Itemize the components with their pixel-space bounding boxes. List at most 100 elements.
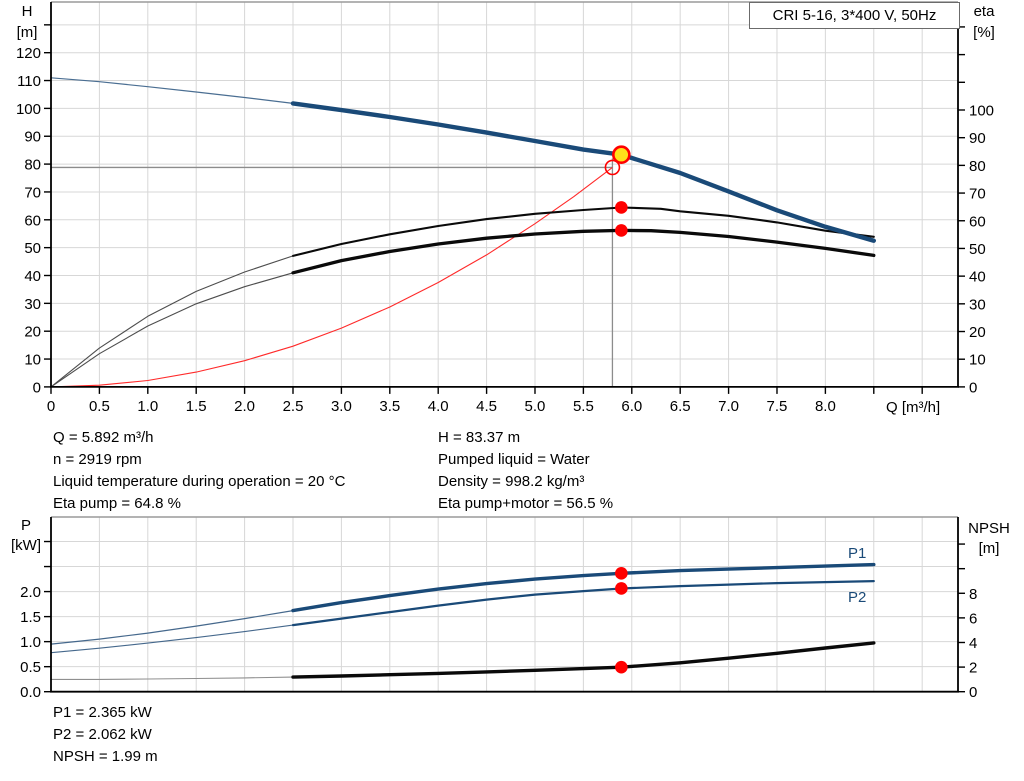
y-right-tick-label: 2 xyxy=(969,660,977,677)
result-pumped-liquid: Pumped liquid = Water xyxy=(438,451,590,468)
p-axis-label-line2: [kW] xyxy=(11,537,41,554)
y-left-tick-label: 0.5 xyxy=(20,659,41,676)
p1-curve-thin xyxy=(50,610,294,645)
top-results-right-column: H = 83.37 m Pumped liquid = Water Densit… xyxy=(438,429,613,517)
p1-curve-label: P1 xyxy=(848,545,867,562)
head-curve-thin xyxy=(50,77,294,104)
duty-point-marker xyxy=(612,145,631,165)
eta-pump-curve xyxy=(291,206,875,257)
p-axis-label-line1: P xyxy=(20,517,31,534)
x-tick-label: 3.5 xyxy=(379,398,400,415)
y-right-tick-label: 80 xyxy=(969,158,986,175)
npsh-dot xyxy=(615,660,628,674)
y-right-tick-label: 40 xyxy=(969,269,986,286)
x-tick-label: 4.0 xyxy=(428,398,449,415)
npsh-curve xyxy=(291,641,876,679)
eta-pump-dot xyxy=(615,201,628,214)
x-tick-label: 6.0 xyxy=(621,398,642,415)
y-right-tick-label: 90 xyxy=(969,130,986,147)
h-axis-label-line1: H xyxy=(21,3,33,20)
bottom-results-column: P1 = 2.365 kW P2 = 2.062 kW NPSH = 1.99 … xyxy=(53,704,158,770)
result-density: Density = 998.2 kg/m³ xyxy=(438,473,585,490)
x-tick-label: 7.5 xyxy=(767,398,788,415)
y-left-tick-label: 90 xyxy=(24,129,41,146)
p1-dot xyxy=(615,567,628,580)
q-axis-label: Q [m³/h] xyxy=(886,399,941,416)
y-right-tick-label: 50 xyxy=(969,241,986,258)
y-right-tick-label: 100 xyxy=(969,102,994,119)
p2-curve xyxy=(291,579,875,627)
x-tick-label: 6.5 xyxy=(670,398,691,415)
eta-axis-label: eta [%] xyxy=(962,1,1006,43)
top-results-left-column: Q = 5.892 m³/h n = 2919 rpm Liquid tempe… xyxy=(53,429,345,517)
y-left-tick-label: 0.0 xyxy=(20,684,41,701)
x-tick-label: 8.0 xyxy=(815,398,836,415)
rated-point-marker xyxy=(604,159,621,176)
y-left-tick-label: 2.0 xyxy=(20,584,41,601)
y-right-tick-label: 8 xyxy=(969,586,977,603)
result-eta-pump-motor: Eta pump+motor = 56.5 % xyxy=(438,495,614,512)
eta-pump-curve-thin xyxy=(50,255,294,388)
y-right-tick-label: 6 xyxy=(969,610,977,627)
result-eta-pump: Eta pump = 64.8 % xyxy=(53,495,181,512)
y-left-tick-label: 40 xyxy=(24,268,41,285)
x-tick-label: 0 xyxy=(47,398,55,415)
system-curve xyxy=(50,166,613,388)
npsh-axis-label-line2: [m] xyxy=(978,540,1000,557)
p2-curve-label: P2 xyxy=(848,589,867,606)
x-tick-label: 2.5 xyxy=(283,398,304,415)
result-p1: P1 = 2.365 kW xyxy=(53,704,152,721)
p-axis-label: P [kW] xyxy=(4,516,48,556)
y-left-tick-label: 20 xyxy=(24,324,41,341)
y-left-tick-label: 110 xyxy=(17,73,41,90)
eta-pump-motor-curve xyxy=(291,228,876,275)
result-q: Q = 5.892 m³/h xyxy=(53,429,154,446)
result-p2: P2 = 2.062 kW xyxy=(53,726,152,743)
x-tick-label: 0.5 xyxy=(89,398,110,415)
result-npsh: NPSH = 1.99 m xyxy=(53,748,158,765)
y-left-tick-label: 0 xyxy=(33,379,41,396)
y-left-tick-label: 60 xyxy=(24,212,41,229)
head-curve xyxy=(290,101,876,243)
eta-pump-motor-curve-thin xyxy=(50,272,294,388)
x-tick-label: 5.5 xyxy=(573,398,594,415)
result-speed: n = 2919 rpm xyxy=(53,451,142,468)
npsh-curve-thin xyxy=(51,676,294,680)
eta-axis-label-line2: [%] xyxy=(973,24,995,41)
y-left-tick-label: 100 xyxy=(16,101,41,118)
y-right-tick-label: 30 xyxy=(969,296,986,313)
result-head: H = 83.37 m xyxy=(438,429,521,446)
y-right-tick-label: 60 xyxy=(969,213,986,230)
x-tick-label: 3.0 xyxy=(331,398,352,415)
eta-axis-label-line1: eta xyxy=(973,3,995,20)
y-left-tick-label: 80 xyxy=(24,157,41,174)
y-left-tick-label: 120 xyxy=(16,45,41,62)
y-right-tick-label: 4 xyxy=(969,635,977,652)
h-axis-label: H [m] xyxy=(8,1,46,43)
h-axis-label-line2: [m] xyxy=(16,24,38,41)
npsh-axis-label-line1: NPSH xyxy=(968,520,1010,537)
y-left-tick-label: 1.5 xyxy=(20,609,41,626)
y-left-tick-label: 50 xyxy=(24,240,41,257)
x-tick-label: 7.0 xyxy=(718,398,739,415)
eta-pump-motor-dot xyxy=(615,224,628,237)
p1-curve xyxy=(291,562,876,613)
y-right-tick-label: 70 xyxy=(969,186,986,203)
y-left-tick-label: 30 xyxy=(24,296,41,313)
x-tick-label: 1.5 xyxy=(186,398,207,415)
x-tick-label: 4.5 xyxy=(476,398,497,415)
y-left-tick-label: 10 xyxy=(24,352,41,369)
p2-curve-thin xyxy=(50,624,294,654)
y-left-tick-label: 70 xyxy=(24,184,41,201)
y-right-tick-label: 10 xyxy=(969,352,986,369)
result-liquid-temperature: Liquid temperature during operation = 20… xyxy=(53,473,346,490)
y-right-tick-label: 0 xyxy=(969,379,977,396)
x-tick-label: 1.0 xyxy=(137,398,158,415)
x-tick-label: 5.0 xyxy=(525,398,546,415)
pump-title-box: CRI 5-16, 3*400 V, 50Hz xyxy=(749,2,960,29)
y-right-tick-label: 0 xyxy=(969,684,977,701)
x-tick-label: 2.0 xyxy=(234,398,255,415)
